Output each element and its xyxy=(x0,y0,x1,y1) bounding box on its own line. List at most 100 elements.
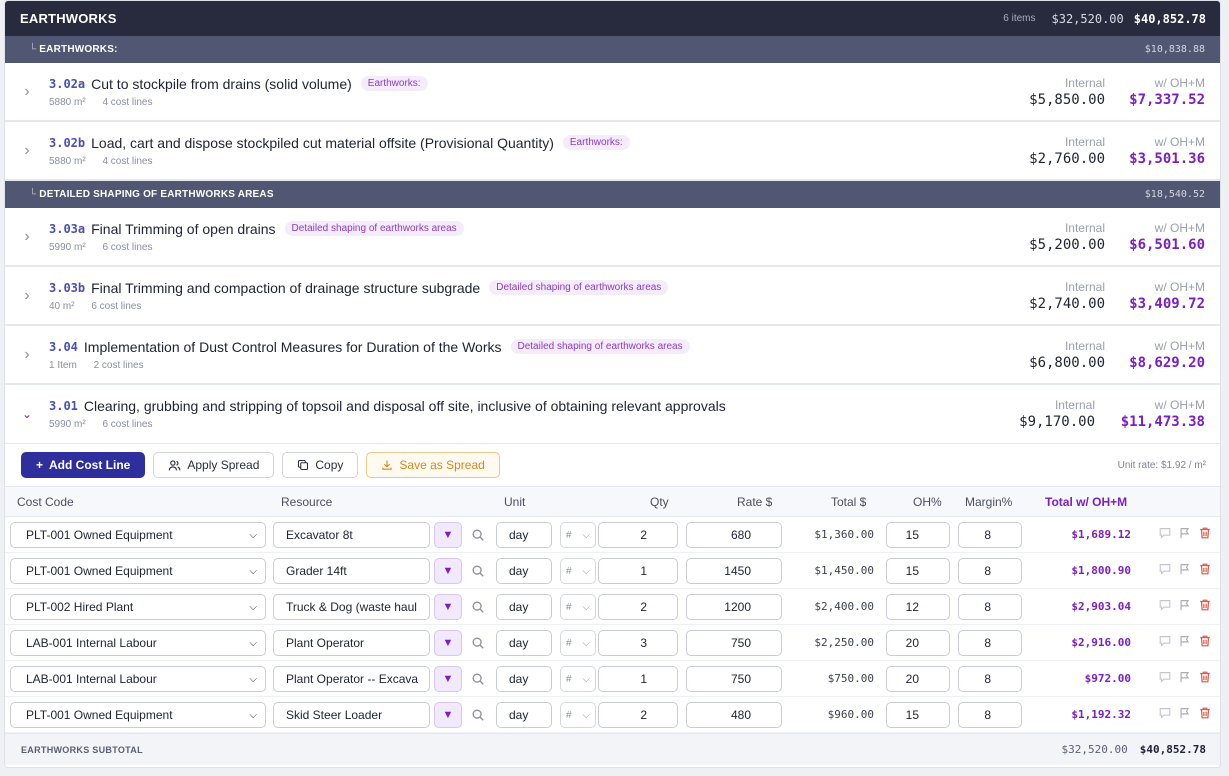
unit-type-select[interactable]: # ⌵ xyxy=(560,594,596,620)
line-item[interactable]: › 3.02a Cut to stockpile from drains (so… xyxy=(5,63,1220,122)
trash-icon[interactable] xyxy=(1198,706,1212,720)
resource-input[interactable]: Plant Operator xyxy=(273,630,430,656)
resource-picker-button[interactable]: ▼ xyxy=(434,702,462,728)
flag-icon[interactable] xyxy=(1178,598,1192,612)
qty-input[interactable]: 2 xyxy=(598,594,678,620)
comment-icon[interactable] xyxy=(1158,526,1172,540)
add-cost-line-button[interactable]: + Add Cost Line xyxy=(21,452,146,478)
section-total: $40,852.78 xyxy=(1133,11,1206,26)
search-icon[interactable] xyxy=(471,672,485,686)
margin-input[interactable]: 8 xyxy=(958,702,1022,728)
resource-picker-button[interactable]: ▼ xyxy=(434,666,462,692)
internal-label: Internal xyxy=(1054,398,1095,412)
unit-input[interactable]: day xyxy=(496,594,552,620)
oh-input[interactable]: 20 xyxy=(886,630,950,656)
comment-icon[interactable] xyxy=(1158,706,1172,720)
qty-input[interactable]: 2 xyxy=(598,702,678,728)
unit-input[interactable]: day xyxy=(496,630,552,656)
unit-rate: Unit rate: $1.92 / m² xyxy=(1117,459,1206,471)
unit-input[interactable]: day xyxy=(496,702,552,728)
cost-code-select[interactable]: LAB-001 Internal Labour ⌵ xyxy=(10,630,266,656)
cost-code-select[interactable]: PLT-001 Owned Equipment ⌵ xyxy=(10,522,266,548)
rate-input[interactable]: 750 xyxy=(686,630,782,656)
resource-picker-button[interactable]: ▼ xyxy=(434,594,462,620)
unit-type-select[interactable]: # ⌵ xyxy=(560,666,596,692)
search-icon[interactable] xyxy=(471,600,485,614)
chevron-right-icon[interactable]: › xyxy=(24,227,30,245)
line-item[interactable]: › 3.04 Implementation of Dust Control Me… xyxy=(5,326,1220,385)
cost-code-select[interactable]: PLT-001 Owned Equipment ⌵ xyxy=(10,702,266,728)
resource-picker-button[interactable]: ▼ xyxy=(434,630,462,656)
apply-spread-button[interactable]: Apply Spread xyxy=(153,452,275,478)
rate-input[interactable]: 1450 xyxy=(686,558,782,584)
unit-input[interactable]: day xyxy=(496,558,552,584)
oh-input[interactable]: 15 xyxy=(886,702,950,728)
flag-icon[interactable] xyxy=(1178,670,1192,684)
resource-input[interactable]: Grader 14ft xyxy=(273,558,430,584)
cost-code-select[interactable]: LAB-001 Internal Labour ⌵ xyxy=(10,666,266,692)
search-icon[interactable] xyxy=(471,636,485,650)
save-as-spread-button[interactable]: Save as Spread xyxy=(366,452,500,478)
margin-input[interactable]: 8 xyxy=(958,666,1022,692)
resource-input[interactable]: Plant Operator -- Excava xyxy=(273,666,430,692)
chevron-right-icon[interactable]: › xyxy=(24,82,30,100)
oh-input[interactable]: 15 xyxy=(886,522,950,548)
line-item[interactable]: › 3.02b Load, cart and dispose stockpile… xyxy=(5,122,1220,181)
unit-type-select[interactable]: # ⌵ xyxy=(560,522,596,548)
flag-icon[interactable] xyxy=(1178,634,1192,648)
trash-icon[interactable] xyxy=(1198,670,1212,684)
trash-icon[interactable] xyxy=(1198,634,1212,648)
flag-icon[interactable] xyxy=(1178,706,1192,720)
unit-type-select[interactable]: # ⌵ xyxy=(560,630,596,656)
resource-input[interactable]: Excavator 8t xyxy=(273,522,430,548)
qty-input[interactable]: 2 xyxy=(598,522,678,548)
chevron-right-icon[interactable]: › xyxy=(24,286,30,304)
comment-icon[interactable] xyxy=(1158,634,1172,648)
section-header[interactable]: EARTHWORKS 6 items $32,520.00 $40,852.78 xyxy=(5,1,1220,36)
trash-icon[interactable] xyxy=(1198,526,1212,540)
chevron-down-icon[interactable]: ⌄ xyxy=(21,407,33,421)
margin-input[interactable]: 8 xyxy=(958,594,1022,620)
comment-icon[interactable] xyxy=(1158,562,1172,576)
unit-type-select[interactable]: # ⌵ xyxy=(560,702,596,728)
trash-icon[interactable] xyxy=(1198,562,1212,576)
rate-input[interactable]: 1200 xyxy=(686,594,782,620)
margin-input[interactable]: 8 xyxy=(958,522,1022,548)
flag-icon[interactable] xyxy=(1178,562,1192,576)
line-item-expanded[interactable]: ⌄ 3.01 Clearing, grubbing and stripping … xyxy=(5,385,1220,444)
cost-code-select[interactable]: PLT-001 Owned Equipment ⌵ xyxy=(10,558,266,584)
resource-picker-button[interactable]: ▼ xyxy=(434,522,462,548)
col-oh: OH% xyxy=(913,495,942,509)
resource-picker-button[interactable]: ▼ xyxy=(434,558,462,584)
line-item[interactable]: › 3.03b Final Trimming and compaction of… xyxy=(5,267,1220,326)
cost-code-select[interactable]: PLT-002 Hired Plant ⌵ xyxy=(10,594,266,620)
comment-icon[interactable] xyxy=(1158,598,1172,612)
rate-input[interactable]: 750 xyxy=(686,666,782,692)
chevron-right-icon[interactable]: › xyxy=(24,141,30,159)
comment-icon[interactable] xyxy=(1158,670,1172,684)
flag-icon[interactable] xyxy=(1178,526,1192,540)
search-icon[interactable] xyxy=(471,564,485,578)
oh-input[interactable]: 20 xyxy=(886,666,950,692)
chevron-right-icon[interactable]: › xyxy=(24,345,30,363)
margin-input[interactable]: 8 xyxy=(958,630,1022,656)
trash-icon[interactable] xyxy=(1198,598,1212,612)
qty-input[interactable]: 3 xyxy=(598,630,678,656)
search-icon[interactable] xyxy=(471,528,485,542)
group-title: └ DETAILED SHAPING OF EARTHWORKS AREAS xyxy=(29,189,274,200)
unit-input[interactable]: day xyxy=(496,666,552,692)
line-item[interactable]: › 3.03a Final Trimming of open drains De… xyxy=(5,208,1220,267)
resource-input[interactable]: Skid Steer Loader xyxy=(273,702,430,728)
rate-input[interactable]: 480 xyxy=(686,702,782,728)
rate-input[interactable]: 680 xyxy=(686,522,782,548)
copy-button[interactable]: Copy xyxy=(282,452,359,478)
unit-type-select[interactable]: # ⌵ xyxy=(560,558,596,584)
qty-input[interactable]: 1 xyxy=(598,666,678,692)
unit-input[interactable]: day xyxy=(496,522,552,548)
margin-input[interactable]: 8 xyxy=(958,558,1022,584)
oh-input[interactable]: 12 xyxy=(886,594,950,620)
qty-input[interactable]: 1 xyxy=(598,558,678,584)
search-icon[interactable] xyxy=(471,708,485,722)
resource-input[interactable]: Truck & Dog (waste haul xyxy=(273,594,430,620)
oh-input[interactable]: 15 xyxy=(886,558,950,584)
